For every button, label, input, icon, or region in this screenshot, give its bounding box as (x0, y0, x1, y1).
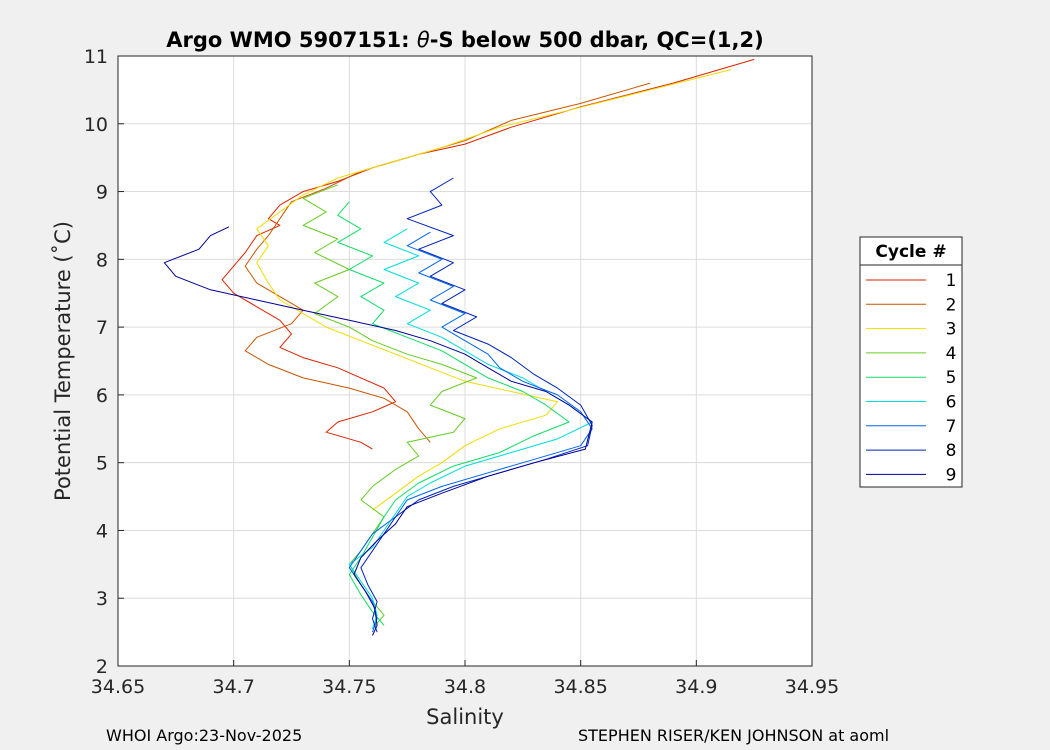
legend-label-cycle-5: 5 (946, 368, 957, 388)
legend-label-cycle-8: 8 (946, 441, 957, 461)
footer-left: WHOI Argo:23-Nov-2025 (106, 726, 302, 745)
x-axis-label: Salinity (426, 705, 504, 729)
legend-title: Cycle # (875, 242, 946, 262)
y-axis-label: Potential Temperature (˚C) (51, 221, 75, 501)
x-tick-label: 34.7 (213, 676, 255, 698)
legend: Cycle # 1 2 3 4 5 6 7 8 9 (859, 236, 963, 488)
tick-labels: 34.65 34.7 34.75 34.8 34.85 34.9 34.95 2 3 4 5 6 7 8 9… (84, 46, 839, 698)
series-line-cycle-5 (337, 201, 570, 626)
y-tick-label: 2 (96, 656, 108, 678)
y-tick-label: 6 (96, 385, 108, 407)
legend-label-cycle-6: 6 (946, 393, 957, 413)
legend-label-cycle-9: 9 (946, 465, 957, 485)
chart-title: Argo WMO 5907151: θ-S below 500 dbar, QC… (166, 28, 763, 52)
series-line-cycle-9 (163, 226, 593, 636)
series-line-cycle-8 (360, 177, 593, 633)
x-tick-label: 34.85 (553, 676, 607, 698)
y-tick-label: 3 (96, 588, 108, 610)
y-tick-label: 5 (96, 453, 108, 475)
y-tick-label: 7 (96, 317, 108, 339)
x-tick-label: 34.9 (675, 676, 717, 698)
y-tick-label: 10 (84, 114, 108, 136)
footer-right: STEPHEN RISER/KEN JOHNSON at aoml (578, 726, 889, 745)
series-line-cycle-3 (256, 69, 732, 511)
x-tick-label: 34.65 (91, 676, 145, 698)
x-tick-label: 34.75 (322, 676, 376, 698)
legend-items: 1 2 3 4 5 6 7 8 9 (866, 271, 956, 485)
legend-label-cycle-7: 7 (946, 417, 957, 437)
legend-label-cycle-1: 1 (946, 271, 957, 291)
y-tick-label: 8 (96, 249, 108, 271)
series-line-cycle-7 (348, 231, 593, 633)
legend-box (859, 236, 963, 488)
legend-label-cycle-4: 4 (946, 344, 957, 364)
x-tick-label: 34.8 (444, 676, 486, 698)
legend-label-cycle-2: 2 (946, 295, 957, 315)
y-tick-label: 4 (96, 520, 108, 542)
legend-label-cycle-3: 3 (946, 320, 957, 340)
series-group (163, 58, 755, 636)
x-tick-label: 34.95 (785, 676, 839, 698)
y-tick-label: 11 (84, 46, 108, 68)
y-tick-label: 9 (96, 182, 108, 204)
